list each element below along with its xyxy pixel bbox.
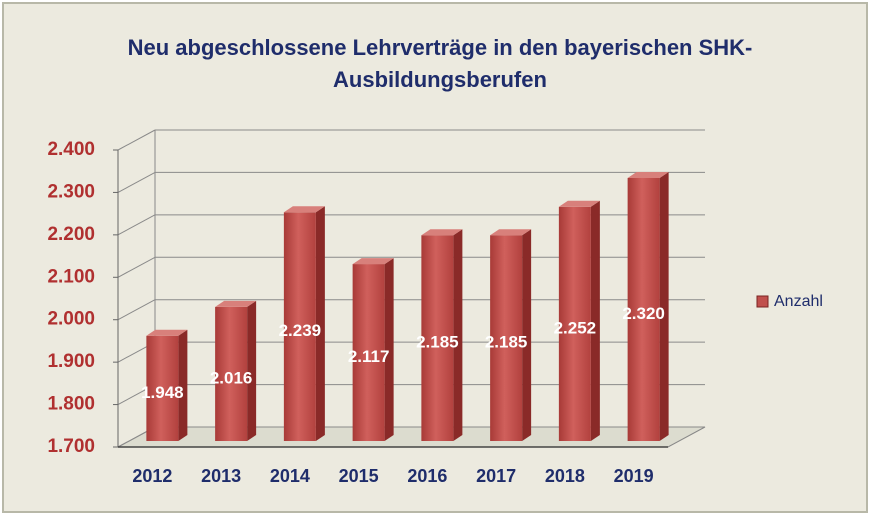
bar-side: [659, 171, 669, 441]
bar-side: [384, 258, 394, 441]
bar-side: [247, 300, 257, 441]
bar: [627, 177, 660, 441]
x-tick-label: 2017: [476, 466, 516, 486]
x-tick-label: 2016: [407, 466, 447, 486]
bar-top: [146, 329, 188, 336]
bar: [283, 212, 316, 441]
value-label: 2.320: [622, 304, 665, 323]
bar: [558, 206, 591, 441]
y-tick-label: 2.100: [47, 266, 95, 287]
value-label: 2.239: [279, 321, 322, 340]
bar-side: [315, 206, 325, 441]
y-tick-label: 1.800: [47, 394, 95, 415]
grid-line-side: [117, 214, 156, 236]
bar-top: [421, 229, 463, 236]
bar: [421, 235, 454, 441]
value-label: 2.252: [554, 318, 597, 337]
x-tick-label: 2013: [201, 466, 241, 486]
bar: [146, 335, 179, 441]
value-label: 2.185: [485, 333, 528, 352]
bar-side: [178, 329, 188, 441]
grid-line-side: [117, 129, 156, 151]
grid-line-side: [117, 299, 156, 321]
bar-side: [590, 200, 600, 441]
y-tick-label: 2.400: [47, 139, 95, 160]
bar: [490, 235, 523, 441]
bar-top: [215, 300, 257, 307]
value-label: 2.117: [348, 347, 390, 366]
bar-top: [283, 206, 325, 213]
bar-top: [352, 258, 394, 265]
floor: [117, 426, 706, 448]
x-tick-label: 2014: [270, 466, 310, 486]
chart-title: Neu abgeschlossene Lehrverträge in den b…: [127, 35, 753, 92]
x-tick-label: 2015: [339, 466, 379, 486]
grid-line-side: [117, 256, 156, 278]
bar-top: [627, 171, 669, 178]
bar-top: [490, 229, 532, 236]
legend-label: Anzahl: [774, 293, 823, 310]
x-tick-label: 2012: [132, 466, 172, 486]
y-tick-label: 1.900: [47, 351, 95, 372]
legend-marker: [756, 295, 769, 308]
y-tick-label: 1.700: [47, 436, 95, 457]
bar: [215, 306, 248, 441]
x-tick-label: 2019: [614, 466, 654, 486]
bar-side: [453, 229, 463, 441]
y-tick-label: 2.300: [47, 181, 95, 202]
grid-line-side: [117, 171, 156, 193]
value-label: 1.948: [141, 383, 184, 402]
value-label: 2.185: [416, 333, 459, 352]
bar-side: [522, 229, 532, 441]
y-tick-label: 2.200: [47, 224, 95, 245]
x-tick-label: 2018: [545, 466, 585, 486]
value-label: 2.016: [210, 368, 253, 387]
y-tick-label: 2.000: [47, 309, 95, 330]
bar: [352, 264, 385, 441]
bar-top: [558, 200, 600, 207]
